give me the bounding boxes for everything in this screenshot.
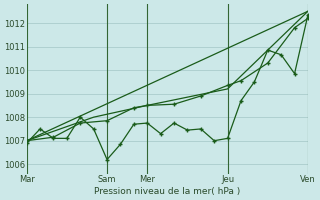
X-axis label: Pression niveau de la mer( hPa ): Pression niveau de la mer( hPa ) <box>94 187 240 196</box>
